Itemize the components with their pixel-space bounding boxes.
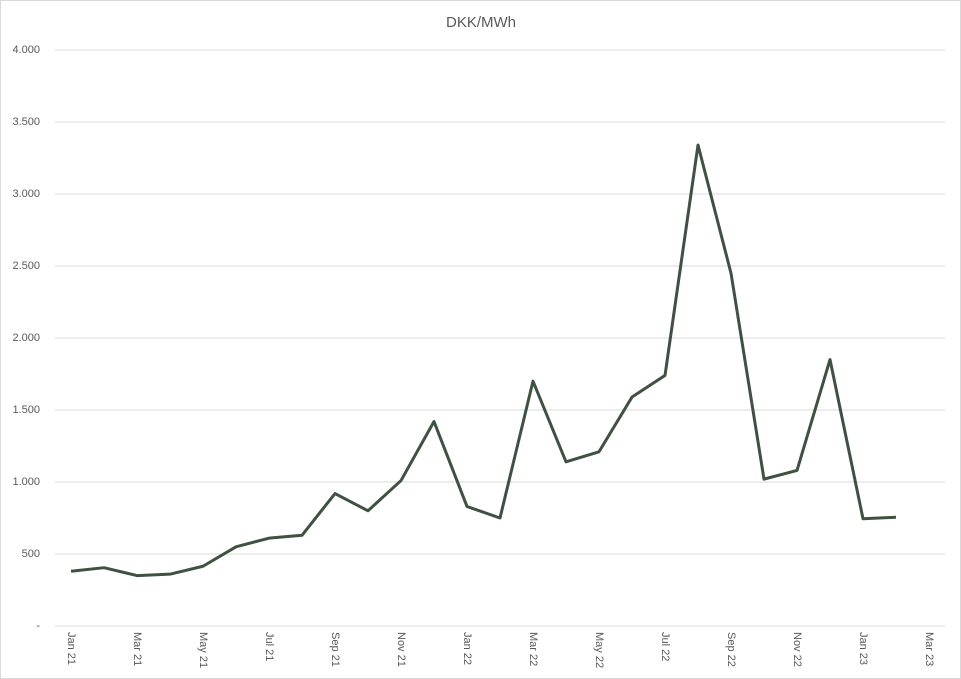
y-tick-label: 1.500 xyxy=(12,404,40,416)
x-tick-label: Jul 22 xyxy=(659,632,671,661)
y-tick-label: 500 xyxy=(22,548,40,560)
x-tick-label: Jan 22 xyxy=(461,632,473,665)
x-tick-label: Sep 21 xyxy=(329,632,341,667)
x-tick-label: May 22 xyxy=(593,632,605,668)
x-tick-label: Nov 22 xyxy=(791,632,803,667)
x-tick-label: May 21 xyxy=(197,632,209,668)
x-tick-label: Jan 21 xyxy=(65,632,77,665)
y-tick-label: 2.000 xyxy=(12,332,40,344)
y-tick-label: 3.500 xyxy=(12,116,40,128)
x-tick-label: Mar 21 xyxy=(131,632,143,666)
x-tick-label: Mar 23 xyxy=(923,632,935,666)
line-series xyxy=(70,143,897,578)
x-tick-label: Sep 22 xyxy=(725,632,737,667)
x-tick-label: Mar 22 xyxy=(527,632,539,666)
y-tick-label: 1.000 xyxy=(12,476,40,488)
y-tick-label: - xyxy=(36,620,40,632)
chart-title: DKK/MWh xyxy=(446,14,516,31)
x-tick-label: Jul 21 xyxy=(263,632,275,661)
y-tick-label: 4.000 xyxy=(12,44,40,56)
y-tick-label: 2.500 xyxy=(12,260,40,272)
x-tick-label: Jan 23 xyxy=(857,632,869,665)
x-tick-label: Nov 21 xyxy=(395,632,407,667)
y-tick-label: 3.000 xyxy=(12,188,40,200)
